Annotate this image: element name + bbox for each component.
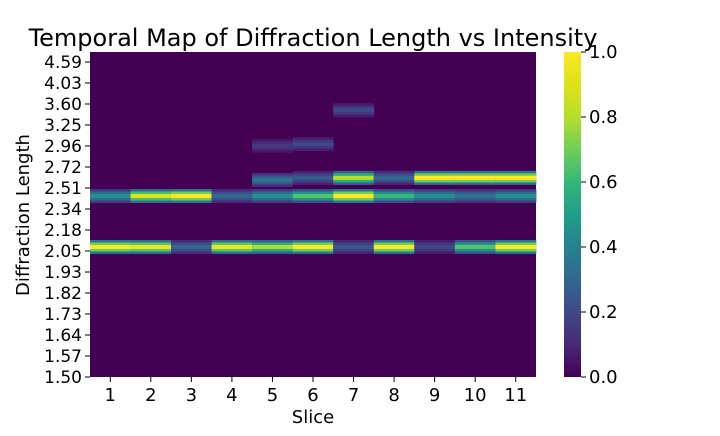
heatmap-cell [90,194,131,199]
y-tick-label: 3.60 [44,95,82,115]
heatmap-cell [333,108,375,113]
heatmap-cell [130,245,172,249]
y-tick-label: 2.51 [44,179,82,199]
x-tick-label: 4 [226,385,237,406]
heatmap-cell [373,175,415,180]
plot-background [90,52,536,377]
heatmap-cell [333,194,375,199]
x-axis-ticks: 1 2 3 4 5 6 7 8 9 10 11 [105,377,527,406]
heatmap-cell [333,175,375,180]
heatmap-cell [292,245,334,249]
heatmap-cell [90,245,131,249]
x-tick-label: 3 [186,385,197,406]
x-tick-label: 11 [504,385,527,406]
heatmap-cell [292,142,334,147]
colorbar-tick-label: 0.0 [589,367,618,388]
y-tick-label: 2.05 [44,242,82,262]
y-tick-label: 3.25 [44,116,82,136]
y-tick-label: 2.18 [44,221,82,241]
heatmap-cell [171,245,212,249]
heatmap-cell [373,245,415,249]
heatmap-cells [90,103,537,254]
heatmap-cell [373,194,415,199]
y-tick-label: 1.50 [44,368,82,388]
heatmap-cell [130,194,172,199]
heatmap-cell [414,175,456,180]
y-axis-label: Diffraction Length [13,134,34,296]
heatmap-cell [292,194,334,199]
y-tick-label: 1.57 [44,347,82,367]
x-tick-label: 7 [348,385,359,406]
colorbar [564,52,581,377]
heatmap-cell [495,175,537,180]
x-axis-label: Slice [292,407,334,428]
heatmap-cell [211,194,253,199]
y-tick-label: 1.64 [44,326,82,346]
heatmap-cell [454,194,496,199]
heatmap-cell [414,245,456,249]
y-axis-ticks: 4.594.033.603.252.962.722.512.342.182.05… [44,53,90,388]
colorbar-tick-label: 0.4 [589,237,618,258]
x-tick-label: 5 [267,385,278,406]
heatmap-cell [252,143,294,148]
colorbar-ticks: 0.0 0.2 0.4 0.6 0.8 1.0 [581,42,618,388]
colorbar-tick-label: 1.0 [589,42,618,63]
heatmap-cell [414,194,456,199]
heatmap-cell [252,177,294,182]
heatmap-cell [252,245,294,249]
y-tick-label: 2.34 [44,200,82,220]
chart-title: Temporal Map of Diffraction Length vs In… [28,24,598,52]
y-tick-label: 2.96 [44,137,82,157]
y-tick-label: 4.59 [44,53,82,73]
y-tick-label: 2.72 [44,158,82,178]
x-tick-label: 10 [464,385,487,406]
y-tick-label: 1.93 [44,263,82,283]
y-tick-label: 1.73 [44,305,82,325]
colorbar-tick-label: 0.6 [589,172,618,193]
heatmap-cell [495,194,537,199]
heatmap-cell [252,194,294,199]
heatmap-cell [333,245,375,249]
heatmap-cell [495,245,537,249]
x-tick-label: 1 [105,385,116,406]
heatmap-cell [292,175,334,180]
x-tick-label: 8 [388,385,399,406]
y-tick-label: 1.82 [44,284,82,304]
x-tick-label: 9 [429,385,440,406]
colorbar-tick-label: 0.2 [589,302,618,323]
x-tick-label: 2 [145,385,156,406]
x-tick-label: 6 [307,385,318,406]
heatmap-cell [454,175,496,180]
heatmap-cell [454,245,496,249]
heatmap-cell [171,194,212,199]
colorbar-tick-label: 0.8 [589,107,618,128]
heatmap-cell [211,245,253,249]
y-tick-label: 4.03 [44,74,82,94]
